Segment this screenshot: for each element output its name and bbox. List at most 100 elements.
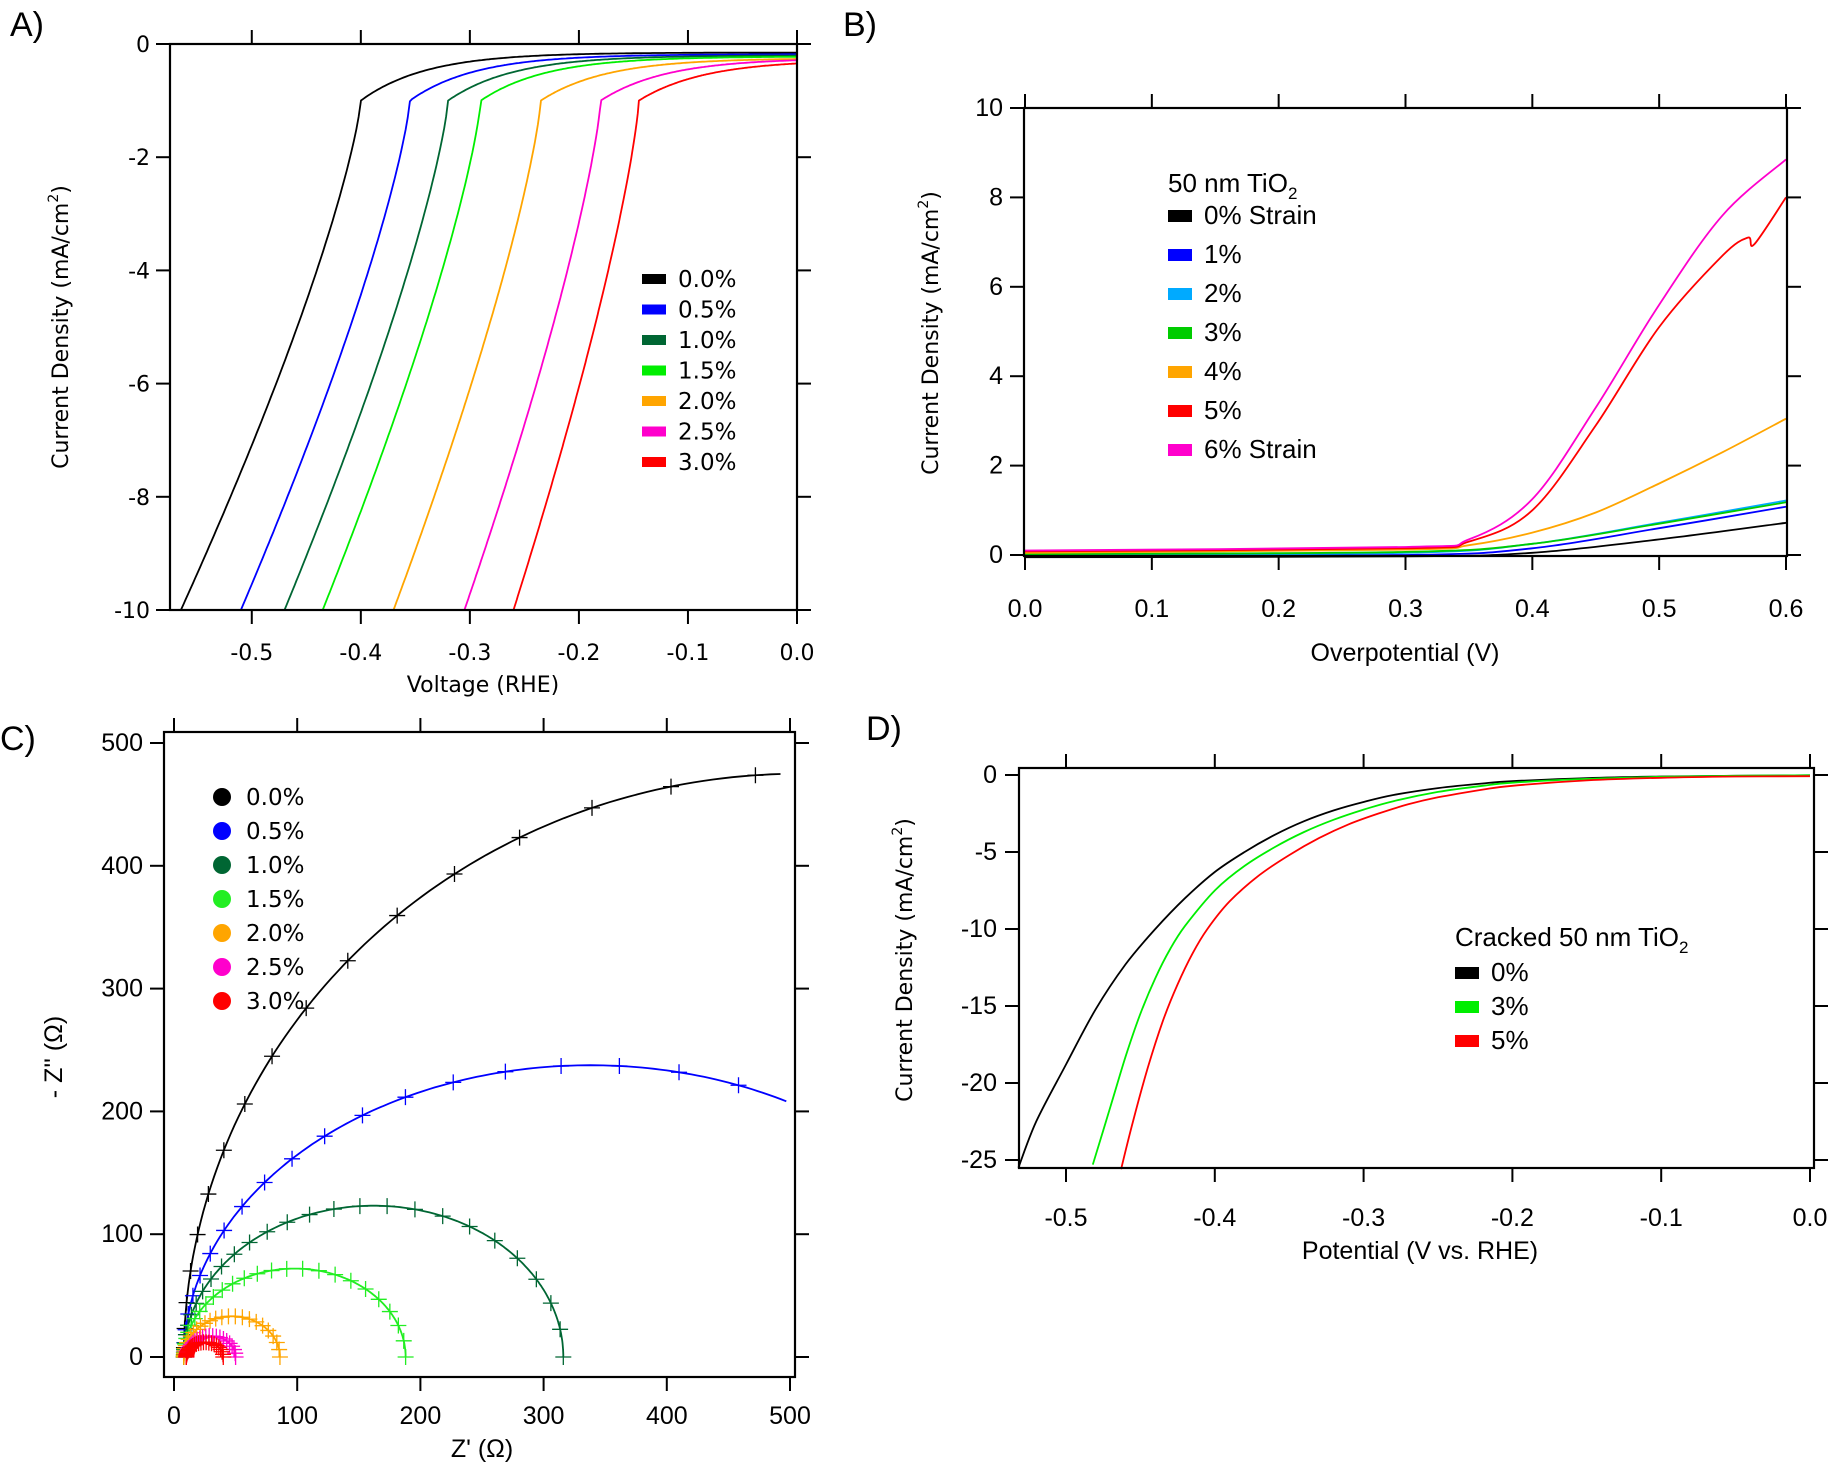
panel-c-data-point bbox=[202, 1245, 219, 1262]
panel-c-ytick-label: 100 bbox=[101, 1220, 143, 1248]
panel-a-legend: 0.0% 0.5% 1.0% 1.5% 2.0% 2.5% 3.0% bbox=[642, 267, 736, 476]
panel-d-series bbox=[1017, 774, 1811, 1170]
panel-b-legend-swatch bbox=[1168, 249, 1192, 261]
panel-b-ytick-label: 8 bbox=[989, 183, 1003, 211]
panel-c-data-point bbox=[406, 1201, 423, 1218]
panel-c-data-point bbox=[509, 1250, 526, 1267]
panel-a-ylabel-main: Current Density (mA/cm bbox=[49, 203, 74, 469]
panel-c-data-point bbox=[298, 1000, 315, 1017]
panel-b-legend-swatch bbox=[1168, 405, 1192, 417]
panel-d-xtick-label: -0.5 bbox=[1044, 1204, 1087, 1232]
panel-c-data-point bbox=[379, 1198, 396, 1215]
panel-c-data-point bbox=[271, 1349, 288, 1365]
panel-d-legend-title: Cracked 50 nm TiO2 bbox=[1455, 922, 1688, 957]
panel-c-data-point bbox=[663, 778, 680, 795]
panel-d-series-line bbox=[1120, 775, 1811, 1170]
panel-a-xtick-label: -0.4 bbox=[339, 641, 382, 666]
panel-c-xtick-label: 200 bbox=[400, 1402, 442, 1430]
panel-b-frame bbox=[1022, 106, 1789, 558]
panel-d-ytick-label: 0 bbox=[983, 761, 997, 789]
panel-a-xtick-label: -0.1 bbox=[666, 641, 709, 666]
panel-d-legend-label: 0% bbox=[1491, 957, 1529, 987]
panel-b-legend-label: 4% bbox=[1204, 356, 1242, 386]
panel-a-legend-swatch bbox=[642, 274, 666, 284]
panel-c-series-line bbox=[183, 773, 781, 1357]
panel-d-ylabel-close: ) bbox=[893, 818, 918, 827]
panel-c-series bbox=[175, 767, 787, 1365]
panel-c-legend-label: 3.0% bbox=[246, 989, 304, 1015]
panel-b-legend-label: 0% Strain bbox=[1204, 200, 1317, 230]
panel-b-ylabel-close: ) bbox=[919, 191, 944, 200]
panel-b-ylabel-sup: 2 bbox=[916, 200, 932, 209]
panel-d-ylabel-main: Current Density (mA/cm bbox=[893, 836, 918, 1102]
panel-c-legend-swatch bbox=[213, 924, 231, 942]
panel-c-data-point bbox=[611, 1057, 628, 1074]
panel-b-legend-title: 50 nm TiO2 bbox=[1168, 168, 1297, 203]
panel-d-xtick-label: 0.0 bbox=[1793, 1204, 1828, 1232]
panel-c-data-point bbox=[381, 1303, 398, 1320]
panel-a-legend-swatch bbox=[642, 396, 666, 406]
panel-c-xtick-label: 100 bbox=[276, 1402, 318, 1430]
panel-d-legend-swatch bbox=[1455, 1001, 1479, 1013]
panel-a-series-line bbox=[180, 51, 797, 611]
panel-c-data-point bbox=[497, 1063, 514, 1080]
panel-b-series-line bbox=[1024, 501, 1787, 555]
panel-a: A) -0.5 -0.4 -0.3 -0.2 -0.1 0.0 0 -2 -4 -6 -8 -10 V… bbox=[10, 6, 815, 698]
panel-c-data-point bbox=[446, 866, 463, 883]
panel-d-ticks: -0.5 -0.4 -0.3 -0.2 -0.1 0.0 0 -5 -10 -15 -20 -25 bbox=[961, 754, 1828, 1232]
panel-c-data-point bbox=[397, 1089, 414, 1106]
panel-c-series-line bbox=[183, 1064, 787, 1357]
panel-c-data-point bbox=[354, 1107, 371, 1124]
panel-a-ticks: -0.5 -0.4 -0.3 -0.2 -0.1 0.0 0 -2 -4 -6 -8 -10 bbox=[114, 30, 815, 666]
panel-a-xtick-label: -0.5 bbox=[230, 641, 273, 666]
panel-c-data-point bbox=[241, 1311, 258, 1328]
panel-c-ticks: 0 100 200 300 400 500 0 100 200 300 400 500 bbox=[101, 718, 811, 1430]
panel-a-legend-label: 3.0% bbox=[678, 450, 736, 476]
panel-d: D) -0.5 -0.4 -0.3 -0.2 -0.1 0.0 0 -5 -10 -15 -20 -2… bbox=[866, 710, 1828, 1265]
panel-c-ytick-label: 400 bbox=[101, 852, 143, 880]
panel-a-xtick-label: -0.3 bbox=[448, 641, 491, 666]
panel-b-ytick-label: 2 bbox=[989, 452, 1003, 480]
panel-c-data-point bbox=[236, 1095, 253, 1112]
panel-a-series bbox=[180, 51, 797, 611]
panel-label-a: A) bbox=[10, 6, 44, 44]
panel-a-series-line bbox=[463, 59, 797, 611]
panel-d-xtick-label: -0.3 bbox=[1342, 1204, 1385, 1232]
panel-c-xtick-label: 300 bbox=[523, 1402, 565, 1430]
panel-b-legend-label: 1% bbox=[1204, 239, 1242, 269]
panel-d-legend-label: 5% bbox=[1491, 1025, 1529, 1055]
panel-c-frame bbox=[162, 730, 797, 1379]
panel-d-xtick-label: -0.4 bbox=[1193, 1204, 1236, 1232]
panel-c-data-point bbox=[294, 1260, 311, 1277]
panel-c-data-point bbox=[486, 1232, 503, 1249]
panel-a-ytick-label: -4 bbox=[128, 259, 150, 284]
panel-a-ytick-label: -6 bbox=[128, 373, 150, 398]
panel-c-data-point bbox=[461, 1218, 478, 1235]
panel-d-xtick-label: -0.2 bbox=[1491, 1204, 1534, 1232]
panel-d-ytick-label: -10 bbox=[961, 915, 997, 943]
panel-c-data-point bbox=[316, 1128, 333, 1145]
panel-c-data-point bbox=[192, 1318, 209, 1335]
panel-c-data-point bbox=[555, 1349, 572, 1365]
panel-c-data-point bbox=[256, 1174, 273, 1191]
panel-c-data-point bbox=[210, 1339, 227, 1356]
panel-c-data-point bbox=[552, 1321, 569, 1338]
panel-c-ytick-label: 200 bbox=[101, 1097, 143, 1125]
panel-b-series bbox=[1024, 158, 1787, 559]
panel-d-ylabel-sup: 2 bbox=[890, 827, 906, 836]
panel-c-data-point bbox=[215, 1349, 232, 1365]
panel-c-ylabel: - Z'' (Ω) bbox=[40, 1016, 68, 1098]
panel-a-legend-label: 1.5% bbox=[678, 359, 736, 385]
panel-c-data-point bbox=[182, 1262, 199, 1279]
panel-b-ytick-label: 6 bbox=[989, 273, 1003, 301]
panel-b-legend-label: 3% bbox=[1204, 317, 1242, 347]
panel-d-series-line bbox=[1091, 774, 1811, 1165]
panel-d-ylabel: Current Density (mA/cm2) bbox=[890, 818, 918, 1102]
panel-c-data-point bbox=[191, 1303, 208, 1320]
panel-a-legend-label: 0.5% bbox=[678, 298, 736, 324]
panel-c-legend-label: 2.5% bbox=[246, 955, 304, 981]
panel-label-b: B) bbox=[843, 6, 877, 44]
panel-b-ylabel: Current Density (mA/cm2) bbox=[916, 191, 944, 475]
